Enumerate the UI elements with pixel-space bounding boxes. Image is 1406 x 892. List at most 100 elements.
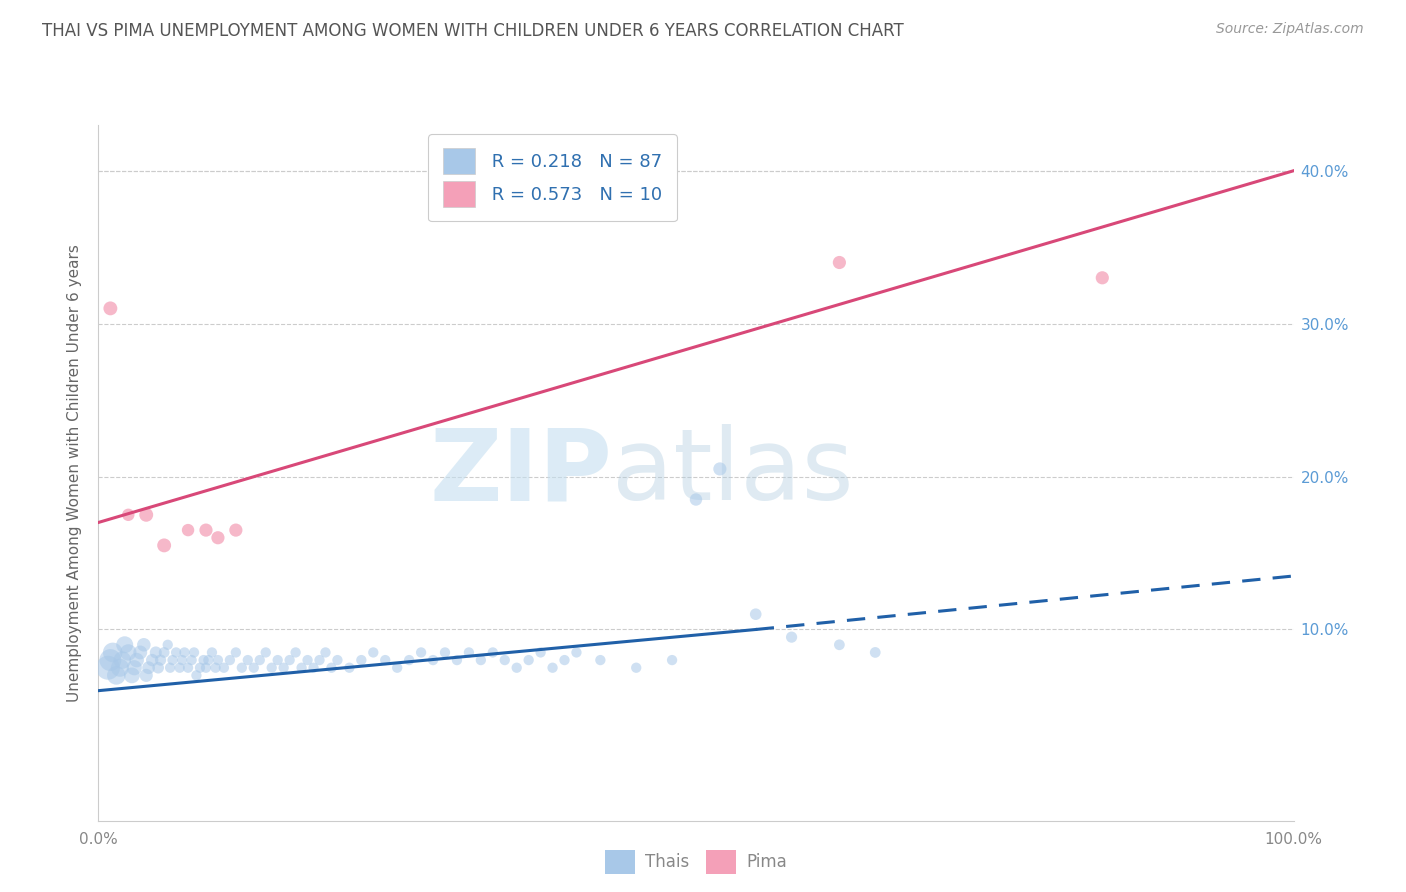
Point: [225, 645, 247, 659]
Point: [212, 661, 235, 675]
Point: [565, 645, 588, 659]
Point: [284, 645, 307, 659]
Point: [297, 653, 319, 667]
Point: [169, 661, 191, 675]
Point: [254, 645, 277, 659]
Point: [494, 653, 516, 667]
Point: [321, 661, 343, 675]
Point: [339, 661, 360, 675]
Point: [207, 653, 229, 667]
Point: [124, 661, 146, 675]
Point: [188, 661, 211, 675]
Point: [153, 645, 176, 659]
Text: Source: ZipAtlas.com: Source: ZipAtlas.com: [1216, 22, 1364, 37]
Point: [411, 645, 433, 659]
Point: [828, 638, 851, 652]
Point: [149, 653, 172, 667]
Point: [260, 661, 283, 675]
Point: [315, 645, 337, 659]
Point: [709, 462, 731, 476]
Point: [326, 653, 349, 667]
Point: [529, 645, 551, 659]
Point: [194, 523, 218, 537]
Point: [278, 653, 301, 667]
Point: [207, 531, 229, 545]
Point: [153, 538, 176, 552]
Point: [165, 645, 187, 659]
Point: [236, 653, 259, 667]
Point: [363, 645, 385, 659]
Point: [433, 645, 456, 659]
Point: [243, 661, 266, 675]
Point: [626, 661, 648, 675]
Point: [101, 645, 124, 659]
Point: [249, 653, 271, 667]
Point: [172, 653, 194, 667]
Point: [470, 653, 492, 667]
Point: [117, 645, 139, 659]
Point: [201, 645, 224, 659]
Point: [159, 661, 181, 675]
Point: [114, 638, 136, 652]
Point: [231, 661, 253, 675]
Point: [481, 645, 505, 659]
Point: [554, 653, 576, 667]
Point: [145, 645, 167, 659]
Point: [350, 653, 373, 667]
Point: [204, 661, 226, 675]
Point: [186, 668, 208, 682]
Point: [422, 653, 444, 667]
Point: [506, 661, 529, 675]
Point: [97, 661, 120, 675]
Point: [308, 653, 330, 667]
Point: [156, 638, 179, 652]
Point: [162, 653, 184, 667]
Point: [385, 661, 409, 675]
Y-axis label: Unemployment Among Women with Children Under 6 years: Unemployment Among Women with Children U…: [67, 244, 83, 702]
Point: [117, 508, 139, 522]
Point: [661, 653, 683, 667]
Point: [98, 301, 122, 316]
Legend: Thais, Pima: Thais, Pima: [596, 842, 796, 882]
Point: [863, 645, 887, 659]
Point: [517, 653, 540, 667]
Point: [180, 653, 202, 667]
Point: [589, 653, 612, 667]
Point: [458, 645, 481, 659]
Text: ZIP: ZIP: [429, 425, 613, 521]
Point: [194, 661, 218, 675]
Point: [111, 653, 134, 667]
Point: [132, 638, 155, 652]
Point: [148, 661, 170, 675]
Point: [108, 661, 131, 675]
Point: [197, 653, 219, 667]
Point: [398, 653, 420, 667]
Text: atlas: atlas: [613, 425, 853, 521]
Point: [121, 668, 143, 682]
Point: [177, 661, 200, 675]
Point: [135, 508, 157, 522]
Point: [446, 653, 468, 667]
Point: [141, 653, 163, 667]
Point: [135, 668, 157, 682]
Point: [225, 523, 247, 537]
Text: THAI VS PIMA UNEMPLOYMENT AMONG WOMEN WITH CHILDREN UNDER 6 YEARS CORRELATION CH: THAI VS PIMA UNEMPLOYMENT AMONG WOMEN WI…: [42, 22, 904, 40]
Point: [685, 492, 707, 507]
Point: [273, 661, 295, 675]
Point: [219, 653, 242, 667]
Point: [302, 661, 325, 675]
Point: [98, 653, 122, 667]
Point: [173, 645, 195, 659]
Point: [177, 523, 200, 537]
Point: [828, 255, 851, 269]
Point: [745, 607, 768, 622]
Point: [1091, 270, 1114, 285]
Point: [193, 653, 215, 667]
Point: [780, 630, 803, 644]
Point: [138, 661, 160, 675]
Point: [374, 653, 396, 667]
Point: [125, 653, 148, 667]
Point: [105, 668, 128, 682]
Point: [267, 653, 290, 667]
Point: [129, 645, 152, 659]
